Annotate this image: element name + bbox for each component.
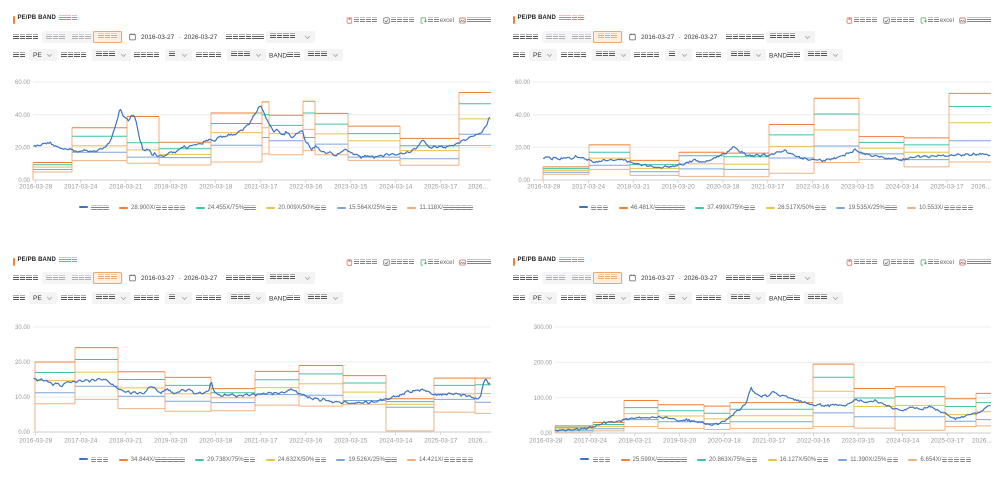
svg-text:2026...: 2026... (972, 438, 992, 445)
svg-text:10.00: 10.00 (15, 395, 31, 401)
svg-text:2018-03-21: 2018-03-21 (618, 438, 652, 445)
svg-text:2020-03-18: 2020-03-18 (199, 184, 233, 191)
svg-text:2017-03-24: 2017-03-24 (572, 184, 606, 191)
svg-text:2024-03-14: 2024-03-14 (379, 438, 413, 445)
svg-text:20.00: 20.00 (515, 146, 531, 152)
svg-text:2022-03-16: 2022-03-16 (289, 184, 323, 191)
svg-text:2026...: 2026... (468, 438, 488, 445)
svg-text:2021-03-17: 2021-03-17 (751, 184, 785, 191)
svg-text:0.00: 0.00 (18, 178, 30, 184)
svg-text:300.00: 300.00 (534, 325, 553, 331)
svg-text:2020-03-18: 2020-03-18 (199, 438, 233, 445)
svg-text:2018-03-21: 2018-03-21 (109, 438, 143, 445)
svg-text:2026...: 2026... (468, 184, 488, 191)
svg-text:2025-03-17: 2025-03-17 (930, 184, 964, 191)
svg-text:20.00: 20.00 (15, 360, 31, 366)
svg-text:2017-03-24: 2017-03-24 (574, 438, 608, 445)
svg-text:0.00: 0.00 (518, 178, 530, 184)
svg-text:2016-03-28: 2016-03-28 (19, 438, 53, 445)
svg-text:2018-03-21: 2018-03-21 (617, 184, 651, 191)
svg-text:2019-03-20: 2019-03-20 (154, 184, 188, 191)
svg-text:2024-03-14: 2024-03-14 (885, 184, 919, 191)
svg-text:2023-03-15: 2023-03-15 (334, 438, 368, 445)
svg-text:0.00: 0.00 (18, 430, 30, 436)
svg-text:2018-03-21: 2018-03-21 (109, 184, 143, 191)
svg-text:2021-03-17: 2021-03-17 (752, 438, 786, 445)
svg-text:100.00: 100.00 (534, 396, 553, 402)
svg-text:2026...: 2026... (971, 184, 991, 191)
svg-text:2016-03-28: 2016-03-28 (527, 184, 561, 191)
svg-text:2019-03-20: 2019-03-20 (661, 184, 695, 191)
svg-text:40.00: 40.00 (515, 113, 531, 119)
svg-text:2023-03-15: 2023-03-15 (841, 438, 875, 445)
svg-text:2021-03-17: 2021-03-17 (244, 184, 278, 191)
svg-text:2024-03-14: 2024-03-14 (886, 438, 920, 445)
svg-text:2019-03-20: 2019-03-20 (154, 438, 188, 445)
svg-text:2021-03-17: 2021-03-17 (244, 438, 278, 445)
svg-text:2025-03-17: 2025-03-17 (931, 438, 965, 445)
svg-text:60.00: 60.00 (15, 80, 31, 86)
svg-text:2023-03-15: 2023-03-15 (841, 184, 875, 191)
svg-text:0.00: 0.00 (540, 431, 552, 437)
svg-text:2022-03-16: 2022-03-16 (797, 438, 831, 445)
svg-text:2020-03-18: 2020-03-18 (708, 438, 742, 445)
svg-text:2016-03-28: 2016-03-28 (529, 438, 563, 445)
svg-text:2017-03-24: 2017-03-24 (64, 184, 98, 191)
svg-text:2017-03-24: 2017-03-24 (64, 438, 98, 445)
svg-text:30.00: 30.00 (15, 325, 31, 331)
svg-text:60.00: 60.00 (515, 80, 531, 86)
svg-text:2022-03-16: 2022-03-16 (796, 184, 830, 191)
svg-text:200.00: 200.00 (534, 361, 553, 367)
svg-text:2025-03-17: 2025-03-17 (424, 438, 458, 445)
svg-text:2022-03-16: 2022-03-16 (289, 438, 323, 445)
svg-text:2016-03-28: 2016-03-28 (19, 184, 53, 191)
svg-text:2019-03-20: 2019-03-20 (663, 438, 697, 445)
svg-text:20.00: 20.00 (15, 146, 31, 152)
svg-text:2020-03-18: 2020-03-18 (706, 184, 740, 191)
svg-text:2024-03-14: 2024-03-14 (379, 184, 413, 191)
svg-text:2023-03-15: 2023-03-15 (334, 184, 368, 191)
svg-text:2025-03-17: 2025-03-17 (424, 184, 458, 191)
svg-text:40.00: 40.00 (15, 113, 31, 119)
